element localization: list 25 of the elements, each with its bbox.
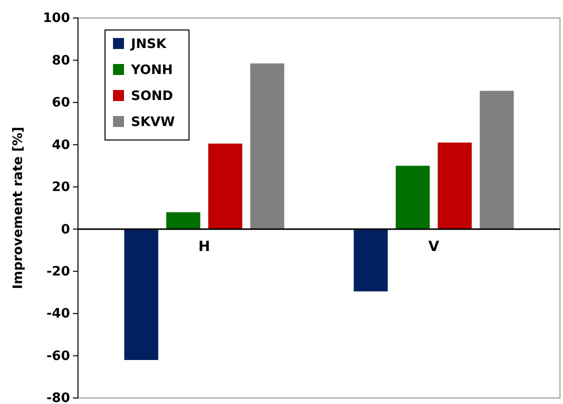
y-tick-label: 100 [42, 11, 70, 26]
bar [354, 229, 388, 292]
x-tick-label: H [198, 239, 210, 256]
y-tick-label: -80 [46, 391, 70, 404]
y-tick-label: 40 [52, 138, 70, 153]
y-tick-label: -60 [46, 348, 70, 364]
bar [438, 142, 472, 230]
y-tick-label: 80 [52, 53, 70, 68]
x-tick-label: V [428, 239, 440, 256]
y-tick-label: 60 [52, 96, 70, 111]
y-tick-label: 20 [52, 180, 70, 196]
legend-label: SKVW [131, 115, 175, 130]
y-tick-label: 0 [60, 222, 70, 238]
y-tick-label: -20 [46, 264, 70, 280]
y-axis-title: Improvement rate [%] [11, 126, 26, 290]
bar [124, 229, 158, 360]
y-tick-label: -40 [46, 306, 70, 322]
legend-label: YONH [130, 63, 173, 78]
bar [396, 166, 430, 230]
bar [208, 144, 242, 230]
bar [250, 63, 284, 230]
legend-label: JNSK [130, 37, 168, 52]
bar [166, 212, 200, 230]
legend-label: SOND [131, 89, 174, 104]
bar [480, 90, 514, 230]
